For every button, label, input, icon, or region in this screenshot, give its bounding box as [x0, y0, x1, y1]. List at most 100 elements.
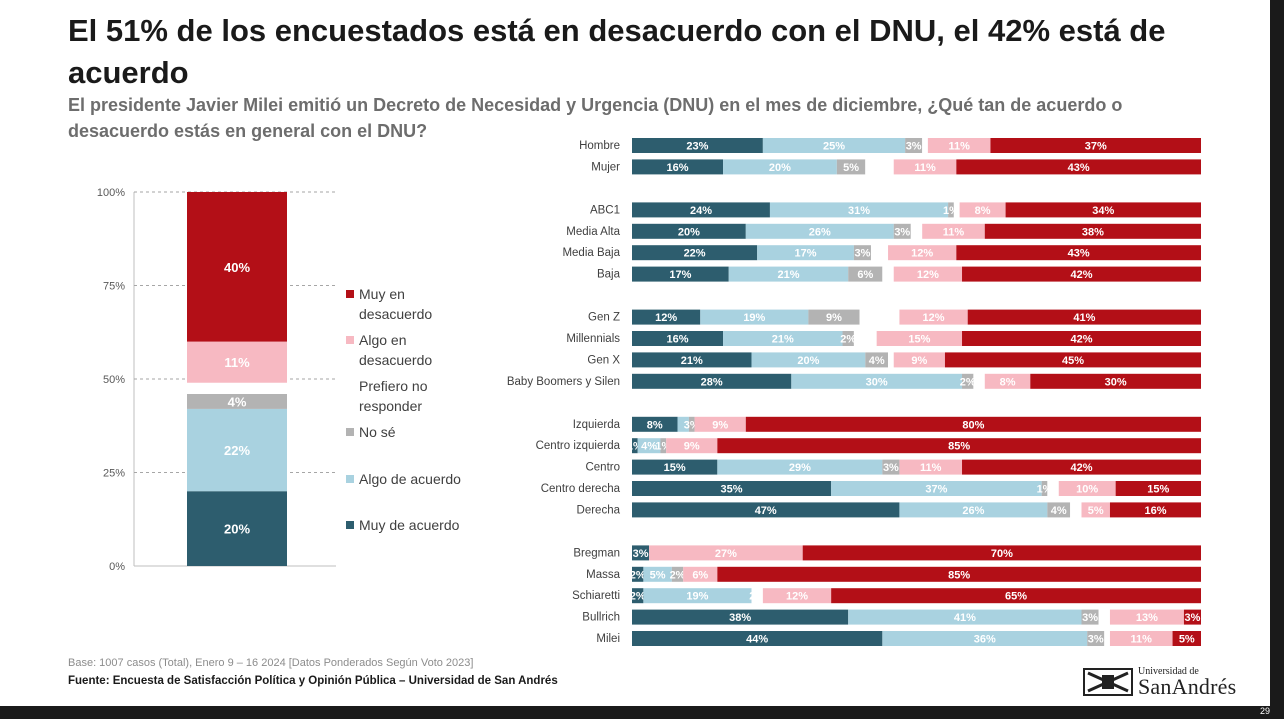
bar-segment — [893, 159, 957, 175]
bar-segment — [888, 352, 894, 368]
bar-segment — [632, 159, 724, 175]
data-label: 11% — [1131, 634, 1153, 646]
bar-segment — [1183, 609, 1201, 625]
data-label: 16% — [667, 162, 689, 174]
bar-segment — [984, 223, 1201, 239]
data-label: 70% — [991, 548, 1013, 560]
data-label: 21% — [772, 334, 794, 346]
data-label: 19% — [743, 312, 765, 324]
data-label: 20% — [797, 355, 819, 367]
data-label: 47% — [755, 505, 777, 517]
data-label: 11% — [943, 226, 965, 238]
bar-segment — [1047, 481, 1059, 496]
bar-segment — [632, 266, 729, 282]
data-label: 43% — [1068, 248, 1090, 260]
bar-segment — [637, 438, 661, 454]
bar-segment — [1070, 502, 1082, 518]
bar-segment — [956, 245, 1201, 261]
data-label: 13% — [1136, 612, 1158, 624]
data-label: 25% — [823, 141, 845, 153]
data-label: 12% — [923, 312, 945, 324]
data-label: 8% — [647, 419, 663, 431]
bar-segment — [944, 352, 1201, 368]
data-label: 12% — [911, 248, 933, 260]
data-label: 16% — [667, 334, 689, 346]
total-data-label: 40% — [224, 260, 250, 275]
bar-segment — [1047, 502, 1071, 518]
bar-segment — [959, 202, 1006, 218]
bar-segment — [962, 266, 1201, 282]
data-label: 35% — [721, 484, 743, 496]
row-label-bullrich: Bullrich — [582, 612, 620, 624]
bar-segment — [905, 138, 923, 153]
bar-segment — [882, 459, 900, 475]
row-label-media-alta: Media Alta — [566, 226, 620, 238]
bar-segment — [953, 202, 960, 218]
bar-segment — [870, 245, 889, 261]
row-label-hombre: Hombre — [579, 140, 620, 152]
bar-segment — [842, 331, 854, 346]
row-label-centro: Centro — [585, 462, 620, 474]
legend-label: Muy en — [359, 286, 405, 302]
bar-segment — [632, 202, 770, 218]
data-label: 37% — [1085, 141, 1107, 153]
bar-segment — [876, 331, 963, 346]
data-label: 30% — [1105, 376, 1127, 388]
bar-segment — [632, 588, 644, 604]
data-label: 9% — [826, 312, 842, 324]
slide-subtitle: El presidente Javier Milei emitió un Dec… — [68, 95, 1123, 141]
bar-segment — [632, 352, 752, 368]
row-label-media-baja: Media Baja — [562, 247, 620, 259]
data-label: 17% — [669, 269, 691, 281]
data-label: 2% — [840, 334, 856, 346]
bar-segment — [1115, 481, 1201, 496]
total-stacked-bar-chart: 0% 25% 50% 75% 100% 20% 22% 4% 11% 40% Muy en desac… — [97, 187, 461, 573]
data-label: 4% — [1051, 505, 1067, 517]
data-label: 23% — [686, 141, 708, 153]
legend-swatch — [346, 336, 354, 344]
data-label: 31% — [848, 205, 870, 217]
data-label: 42% — [1070, 269, 1092, 281]
data-label: 3% — [854, 248, 870, 260]
data-label: 2% — [960, 376, 976, 388]
data-label: 12% — [655, 312, 677, 324]
data-label: 27% — [715, 548, 737, 560]
data-label: 20% — [769, 162, 791, 174]
bar-segment — [632, 481, 832, 496]
data-label: 10% — [1076, 484, 1098, 496]
bar-segment — [762, 138, 906, 153]
data-label: 5% — [1088, 505, 1104, 517]
bar-segment — [762, 588, 832, 604]
data-label: 3% — [883, 462, 899, 474]
data-label: 3% — [1088, 634, 1104, 646]
bar-segment — [882, 266, 894, 282]
bar-segment — [962, 459, 1201, 475]
bar-segment — [717, 459, 883, 475]
bar-segment — [632, 138, 763, 153]
bar-segment — [632, 566, 644, 582]
legend-label: Algo en — [359, 332, 406, 348]
row-label-izquierda: Izquierda — [573, 419, 621, 431]
data-label: 3% — [1185, 612, 1201, 624]
bar-segment — [848, 266, 883, 282]
base-note: Base: 1007 casos (Total), Enero 9 – 16 2… — [68, 657, 474, 669]
bar-segment — [1109, 502, 1201, 518]
bar-segment — [1087, 631, 1105, 646]
bar-segment — [643, 566, 672, 582]
bar-segment — [859, 309, 900, 325]
data-label: 9% — [684, 441, 700, 453]
data-label: 3% — [1082, 612, 1098, 624]
data-label: 6% — [857, 269, 873, 281]
bar-segment — [882, 631, 1088, 646]
data-label: 45% — [1062, 355, 1084, 367]
bar-segment — [1005, 202, 1201, 218]
data-label: 38% — [1082, 226, 1104, 238]
bar-segment — [1109, 631, 1173, 646]
bar-segment — [836, 159, 866, 175]
bar-segment — [769, 202, 949, 218]
data-label: 15% — [664, 462, 686, 474]
data-label: 26% — [809, 226, 831, 238]
total-bar-segment — [187, 382, 287, 394]
bar-segment — [893, 266, 963, 282]
data-label: 12% — [917, 269, 939, 281]
